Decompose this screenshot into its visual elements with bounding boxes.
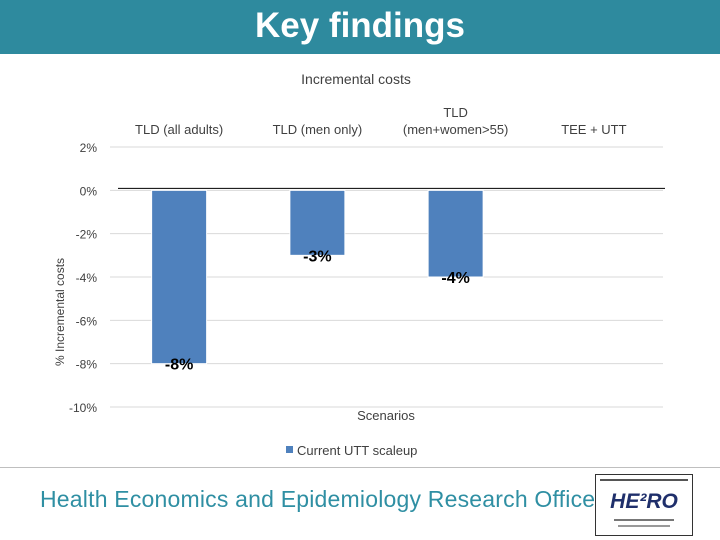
- organization-name: Health Economics and Epidemiology Resear…: [40, 486, 596, 512]
- hero-logo: HE²RO: [595, 474, 693, 536]
- logo-rule: [600, 479, 688, 481]
- category-label: TEE + UTT: [561, 122, 626, 137]
- bar-1: [151, 189, 208, 365]
- bar-chart: Incremental costs 2% 0% -2% -4% -6% -8% -10% T…: [53, 71, 665, 458]
- y-tick-label: -8%: [76, 358, 98, 372]
- y-tick-label: -10%: [69, 401, 97, 415]
- category-label: TLD (men only): [273, 122, 363, 137]
- y-tick-label: -2%: [76, 228, 98, 242]
- title-bar: [0, 0, 720, 54]
- y-axis-title: % Incremental costs: [53, 258, 67, 366]
- data-label: -3%: [303, 248, 331, 265]
- slide-title: Key findings: [254, 6, 466, 45]
- chart-title: Incremental costs: [301, 71, 411, 87]
- y-tick-label: -4%: [76, 271, 98, 285]
- y-tick-label: 0%: [80, 184, 98, 198]
- footer-divider: [0, 467, 720, 468]
- logo-rule: [618, 525, 670, 527]
- legend-swatch: [286, 446, 293, 453]
- category-label: TLD (men+women>55): [403, 105, 509, 137]
- data-label: -8%: [165, 357, 193, 374]
- x-axis-title: Scenarios: [357, 408, 415, 423]
- bar-2: [289, 189, 346, 256]
- y-tick-label: -6%: [76, 314, 98, 328]
- logo-rule: [614, 519, 674, 521]
- y-tick-label: 2%: [80, 141, 98, 155]
- bar-3: [427, 189, 484, 278]
- logo-mark: HE²RO: [610, 490, 678, 513]
- category-label: TLD (all adults): [135, 122, 223, 137]
- legend-label: Current UTT scaleup: [297, 443, 417, 458]
- data-label: -4%: [441, 270, 469, 287]
